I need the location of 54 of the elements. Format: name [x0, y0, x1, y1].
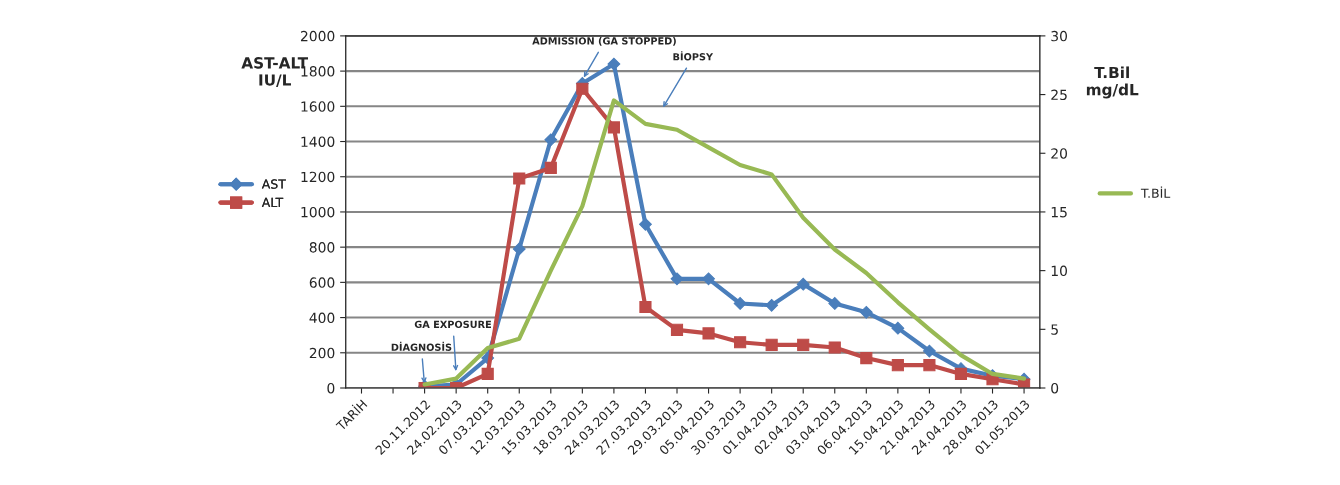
y-tick-label: 1400 — [301, 136, 335, 147]
y2-tick-label: 30 — [1051, 30, 1068, 42]
point — [639, 217, 652, 231]
y2-tick-label: 25 — [1051, 89, 1067, 101]
y2-tick-label: 0 — [1051, 382, 1059, 394]
point — [828, 297, 842, 310]
legend-label: ALT — [261, 197, 284, 207]
point — [923, 359, 936, 372]
y-tick-label: 2000 — [300, 30, 335, 42]
point — [797, 338, 810, 351]
point — [544, 133, 558, 147]
point — [891, 359, 904, 372]
point — [765, 298, 779, 312]
point — [734, 336, 747, 349]
point — [607, 121, 620, 134]
point — [481, 367, 494, 380]
y2-tick-label: 5 — [1051, 324, 1058, 335]
y-tick-label: 1600 — [301, 101, 335, 112]
y-tick-label: 1200 — [301, 171, 335, 183]
point — [828, 341, 841, 354]
point — [512, 242, 526, 256]
annotation: BİOPSY — [673, 51, 714, 61]
point — [891, 321, 905, 335]
point — [670, 272, 684, 286]
y-tick-label: 800 — [309, 242, 335, 253]
annotation: GA EXPOSURE — [414, 320, 491, 329]
point — [576, 82, 589, 95]
point — [544, 161, 557, 175]
point — [513, 172, 526, 185]
point — [607, 57, 621, 71]
legend-label: T.BİL — [1140, 186, 1171, 198]
point — [765, 338, 778, 351]
point — [733, 297, 747, 310]
y2-tick-label: 10 — [1051, 265, 1068, 277]
y-tick-label: 0 — [327, 382, 335, 394]
y2-tick-label: 20 — [1051, 148, 1068, 159]
point — [670, 323, 684, 336]
annotation: ADMISSION (GA STOPPED) — [532, 37, 676, 46]
y-tick-label: 1000 — [301, 206, 335, 218]
point — [923, 344, 936, 358]
point — [859, 305, 873, 319]
point — [954, 367, 968, 380]
y-tick-label: 400 — [309, 312, 335, 324]
legend-label: AST — [261, 179, 286, 189]
annotation: DİAGNOSİS — [391, 341, 452, 351]
point — [702, 327, 715, 340]
point — [702, 272, 715, 286]
point — [796, 277, 810, 291]
y-tick-label: 200 — [309, 347, 335, 359]
point — [639, 300, 652, 314]
point — [860, 352, 873, 365]
y2-axis-title: T.Bil mg/dL — [1086, 66, 1139, 99]
y-tick-label: 600 — [309, 277, 335, 288]
y2-tick-label: 15 — [1051, 207, 1067, 218]
